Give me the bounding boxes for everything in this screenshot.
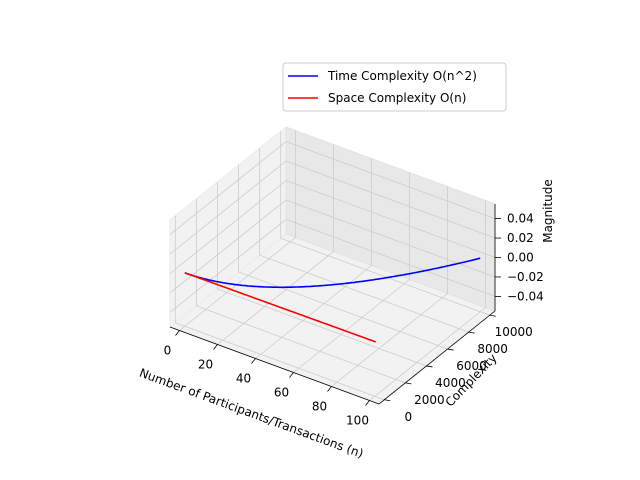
- z-tick-label: 0.04: [507, 212, 534, 226]
- grid-line-y: [175, 322, 385, 401]
- x-tick-label: 60: [274, 386, 289, 400]
- grid-line-y: [217, 288, 427, 367]
- grid-line-x: [217, 251, 334, 345]
- grid-line-y: [238, 271, 448, 350]
- y-tick-label: 10000: [495, 325, 533, 339]
- x-tick-mark: [289, 372, 294, 378]
- grid-line-z: [169, 141, 287, 235]
- grid-line-z: [285, 219, 496, 297]
- y-tick-mark: [489, 314, 496, 317]
- y-tick-label: 4000: [435, 376, 466, 390]
- grid-line-z: [169, 160, 287, 255]
- z-tick-label: 0.00: [507, 251, 534, 265]
- x-tick-label: 0: [164, 344, 172, 358]
- grid-line-y: [280, 237, 490, 316]
- grid-line-x: [255, 265, 372, 359]
- grid-line-x: [369, 307, 486, 401]
- grid-lines: [169, 130, 496, 401]
- x-tick-label: 100: [346, 414, 369, 428]
- legend-label-space: Space Complexity O(n): [328, 91, 466, 105]
- y-tick-label: 2000: [414, 393, 445, 407]
- y-tick-mark: [468, 331, 475, 334]
- grid-line-z: [169, 219, 287, 313]
- axis-lines: [169, 204, 501, 406]
- x-axis-line: [169, 326, 380, 405]
- x-tick-mark: [327, 386, 332, 392]
- y-tick-mark: [405, 382, 412, 385]
- data-series: [184, 257, 481, 343]
- grid-line-x: [293, 279, 410, 373]
- grid-line-z: [285, 160, 496, 239]
- x-tick-mark: [365, 400, 370, 406]
- y-tick-mark: [426, 365, 433, 368]
- grid-line-y: [196, 305, 406, 384]
- legend: Time Complexity O(n^2) Space Complexity …: [282, 62, 507, 112]
- z-tick-label: 0.02: [507, 231, 534, 245]
- grid-line-z: [285, 180, 496, 258]
- y-axis-line: [378, 310, 496, 405]
- z-tick-label: −0.02: [507, 270, 544, 284]
- legend-label-time: Time Complexity O(n^2): [327, 69, 477, 83]
- grid-line-z: [169, 199, 287, 294]
- grid-line-y: [259, 254, 469, 333]
- x-tick-mark: [175, 330, 180, 336]
- y-tick-mark: [447, 348, 454, 351]
- grid-line-z: [169, 180, 287, 274]
- y-tick-mark: [384, 399, 391, 402]
- x-tick-label: 20: [198, 358, 213, 372]
- y-tick-label: 6000: [456, 359, 487, 373]
- grid-line-z: [285, 199, 496, 278]
- y-tick-label: 0: [404, 410, 412, 424]
- x-tick-label: 40: [236, 372, 251, 386]
- x-tick-mark: [251, 358, 256, 364]
- grid-line-z: [285, 141, 496, 219]
- y-tick-label: 8000: [477, 342, 508, 356]
- x-tick-mark: [213, 344, 218, 350]
- z-axis-label: Magnitude: [541, 179, 555, 243]
- space-complexity-line: [184, 272, 377, 343]
- legend-box: [282, 62, 507, 112]
- x-tick-label: 80: [312, 400, 327, 414]
- z-tick-label: −0.04: [507, 289, 544, 303]
- grid-line-x: [331, 293, 448, 387]
- time-complexity-line: [184, 257, 481, 289]
